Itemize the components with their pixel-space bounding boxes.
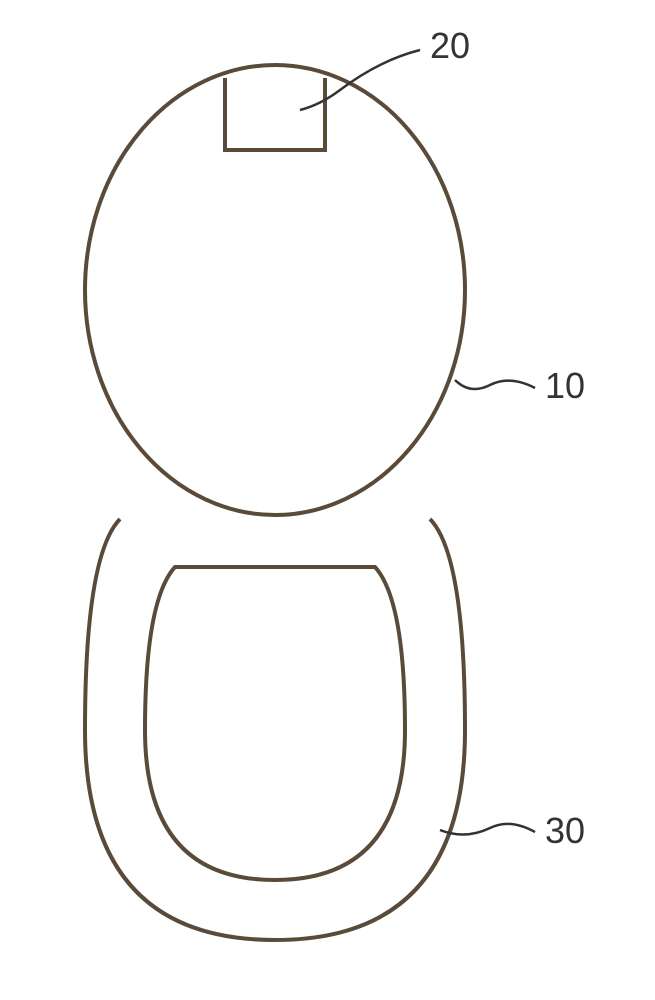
- label-10: 10: [545, 365, 585, 407]
- seat-outer-shape: [85, 519, 465, 940]
- label-20: 20: [430, 25, 470, 67]
- leader-line-10: [455, 380, 535, 389]
- leader-line-20: [300, 50, 420, 110]
- seat-inner-shape: [145, 567, 405, 880]
- hinge-shape: [225, 78, 325, 150]
- label-30: 30: [545, 810, 585, 852]
- diagram-container: 20 10 30: [0, 0, 655, 1000]
- lid-shape: [85, 65, 465, 515]
- leader-line-30: [440, 824, 535, 835]
